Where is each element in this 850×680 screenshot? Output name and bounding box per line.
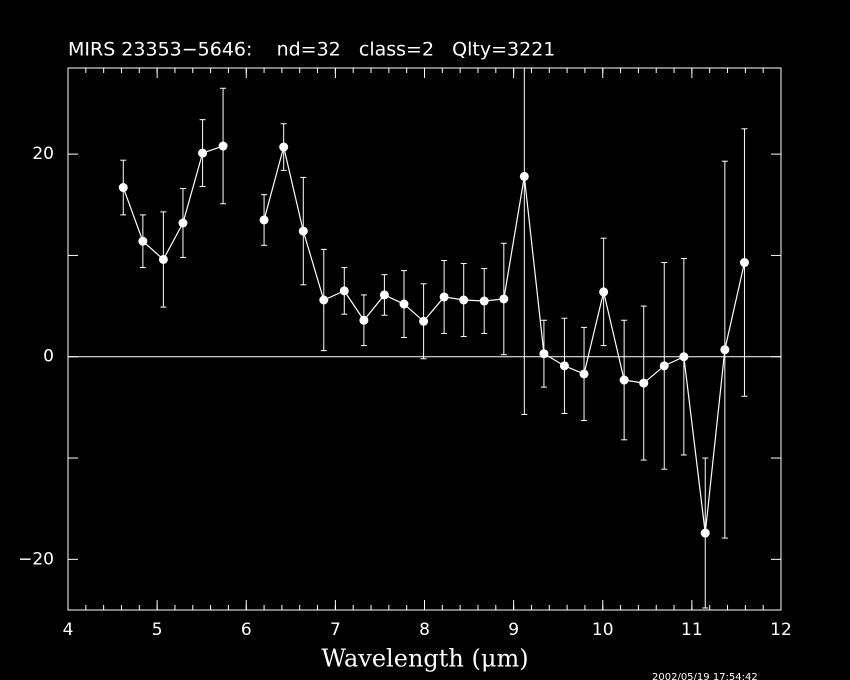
data-point xyxy=(499,294,509,304)
data-point xyxy=(479,296,489,306)
data-point xyxy=(679,352,689,362)
data-point xyxy=(659,361,669,371)
data-point xyxy=(459,295,469,305)
x-tick-label: 12 xyxy=(770,620,792,640)
data-point xyxy=(399,299,409,309)
data-line xyxy=(122,145,224,261)
chart-title: MIRS 23353−5646: nd=32 class=2 Qlty=3221 xyxy=(68,39,555,61)
data-point xyxy=(639,378,649,388)
x-tick-label: 7 xyxy=(330,620,341,640)
x-axis-label: Wavelength (μm) xyxy=(321,645,528,673)
x-tick-label: 4 xyxy=(63,620,74,640)
plot-frame xyxy=(67,67,782,611)
y-tick-label: 0 xyxy=(43,347,54,367)
y-tick-label: −20 xyxy=(18,549,54,569)
data-point xyxy=(519,171,529,181)
data-point xyxy=(579,369,589,379)
data-point xyxy=(700,528,710,538)
data-point xyxy=(298,226,308,236)
data-point xyxy=(619,375,629,385)
data-point xyxy=(138,236,148,246)
data-point xyxy=(279,142,289,152)
data-point xyxy=(158,254,168,264)
data-point xyxy=(259,215,269,225)
data-point xyxy=(439,292,449,302)
data-point xyxy=(539,349,549,359)
data-point xyxy=(178,218,188,228)
data-point xyxy=(359,315,369,325)
x-tick-label: 9 xyxy=(508,620,519,640)
data-point xyxy=(319,295,329,305)
data-point xyxy=(339,286,349,296)
data-point xyxy=(720,345,730,355)
data-point xyxy=(198,148,208,158)
data-point xyxy=(379,290,389,300)
x-tick-label: 10 xyxy=(592,620,614,640)
x-tick-label: 8 xyxy=(419,620,430,640)
y-tick-label: 20 xyxy=(32,144,54,164)
data-point xyxy=(559,361,569,371)
timestamp: 2002/05/19 17:54:42 xyxy=(652,672,758,680)
data-point xyxy=(599,287,609,297)
data-point xyxy=(739,258,749,268)
data-point xyxy=(118,183,128,193)
x-tick-label: 11 xyxy=(681,620,703,640)
data-point xyxy=(218,141,228,151)
data-point xyxy=(419,316,429,326)
x-tick-label: 5 xyxy=(152,620,163,640)
x-tick-label: 6 xyxy=(241,620,252,640)
